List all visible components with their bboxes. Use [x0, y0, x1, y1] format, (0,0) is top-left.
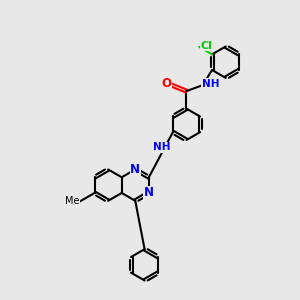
Text: N: N: [144, 187, 154, 200]
Text: Me: Me: [65, 196, 79, 206]
Text: Cl: Cl: [201, 40, 213, 51]
Text: N: N: [130, 163, 140, 176]
Text: O: O: [162, 77, 172, 90]
Text: NH: NH: [154, 142, 171, 152]
Text: NH: NH: [202, 79, 219, 89]
